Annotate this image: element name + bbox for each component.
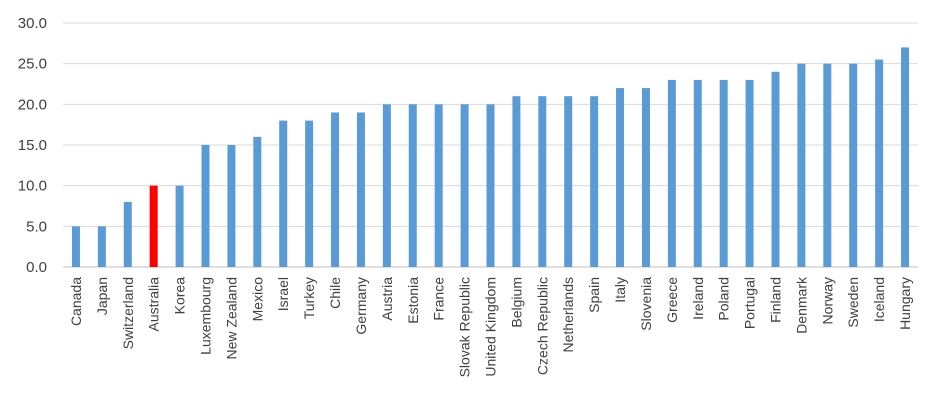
bar-united-kingdom [486, 104, 495, 267]
bar-czech-republic [538, 96, 547, 267]
x-tick-label: Switzerland [120, 277, 136, 349]
bar-luxembourg [201, 145, 210, 267]
x-tick-label: Israel [275, 277, 291, 311]
x-tick-label: Netherlands [560, 277, 576, 353]
bar-slovenia [641, 88, 650, 267]
x-tick-label: Turkey [301, 277, 317, 319]
x-tick-label: Spain [586, 277, 602, 313]
bar-belgium [512, 96, 521, 267]
bar-chile [331, 112, 340, 267]
x-tick-label: Norway [819, 277, 835, 324]
x-tick-label: Mexico [249, 277, 265, 322]
x-tick-label: Estonia [405, 277, 421, 324]
bar-ireland [693, 79, 702, 267]
bar-australia [149, 185, 158, 267]
x-tick-label: Belgium [508, 277, 524, 328]
x-tick-label: Austria [379, 277, 395, 321]
x-tick-label: Italy [612, 277, 628, 303]
bar-hungary [901, 47, 910, 268]
bar-japan [97, 226, 106, 267]
x-tick-label: New Zealand [223, 277, 239, 360]
bar-portugal [745, 79, 754, 267]
bar-italy [616, 88, 625, 267]
y-tick-label: 30.0 [18, 15, 47, 32]
y-tick-label: 10.0 [18, 178, 47, 195]
bar-turkey [305, 120, 314, 267]
y-tick-label: 20.0 [18, 96, 47, 113]
bar-greece [667, 79, 676, 267]
x-tick-label: United Kingdom [483, 277, 499, 377]
bar-canada [71, 226, 80, 267]
x-tick-label: Czech Republic [534, 277, 550, 375]
bar-mexico [253, 136, 262, 267]
bar-norway [823, 63, 832, 267]
bar-poland [719, 79, 728, 267]
x-tick-label: Chile [327, 277, 343, 309]
bar-germany [356, 112, 365, 267]
bar-austria [382, 104, 391, 267]
bar-spain [590, 96, 599, 267]
x-tick-label: Canada [68, 277, 84, 326]
bar-finland [771, 71, 780, 267]
bar-switzerland [123, 201, 132, 267]
x-tick-label: Portugal [742, 277, 758, 329]
bar-denmark [797, 63, 806, 267]
bar-slovak-republic [460, 104, 469, 267]
x-tick-label: Denmark [793, 276, 809, 334]
x-tick-label: Slovenia [638, 277, 654, 331]
bar-new-zealand [227, 145, 236, 267]
y-tick-label: 25.0 [18, 56, 47, 73]
y-tick-label: 0.0 [26, 259, 47, 276]
x-tick-label: Iceland [871, 277, 887, 322]
x-tick-label: Germany [353, 277, 369, 335]
y-tick-label: 15.0 [18, 137, 47, 154]
bar-israel [279, 120, 288, 267]
x-tick-label: Japan [94, 277, 110, 315]
bar-sweden [849, 63, 858, 267]
x-tick-label: France [431, 277, 447, 321]
bar-estonia [408, 104, 417, 267]
x-tick-label: Greece [664, 277, 680, 323]
x-tick-label: Slovak Republic [457, 277, 473, 377]
bar-netherlands [564, 96, 573, 267]
x-tick-label: Luxembourg [198, 277, 214, 355]
bars [71, 47, 910, 268]
y-tick-label: 5.0 [26, 218, 47, 235]
x-tick-label: Australia [146, 277, 162, 332]
x-tick-label: Korea [172, 277, 188, 315]
bar-iceland [875, 59, 884, 267]
y-axis: 0.0 5.0 10.0 15.0 20.0 25.0 30.0 [18, 15, 47, 276]
bar-korea [175, 185, 184, 267]
x-tick-label: Ireland [690, 277, 706, 320]
bar-france [434, 104, 443, 267]
x-tick-label: Hungary [897, 277, 913, 330]
x-tick-label: Poland [716, 277, 732, 321]
x-axis: Canada Japan Switzerland Australia Korea Luxe… [68, 276, 913, 377]
x-tick-label: Sweden [845, 277, 861, 328]
x-tick-label: Finland [768, 277, 784, 323]
